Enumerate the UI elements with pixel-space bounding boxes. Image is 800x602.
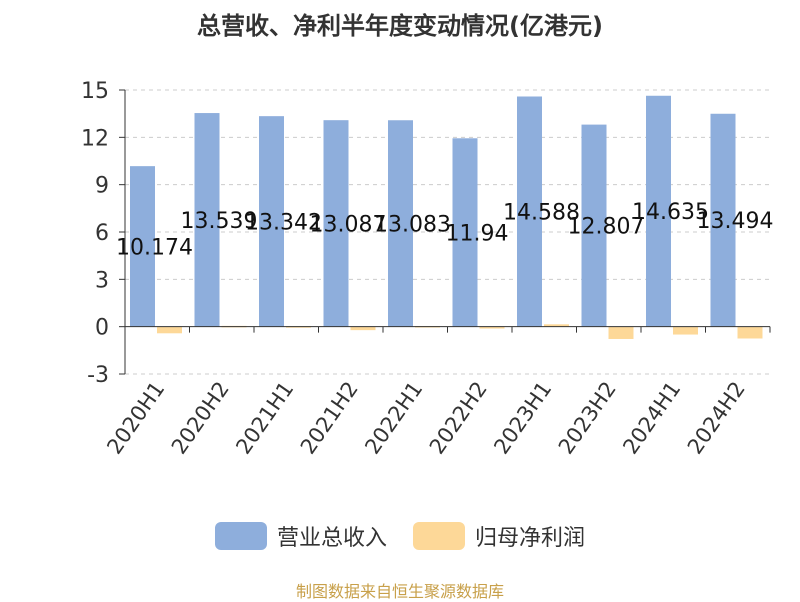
x-tick-label: 2024H1 [618, 377, 685, 458]
bar-revenue [130, 166, 155, 327]
x-tick-label: 2020H2 [167, 377, 234, 458]
y-tick-label: 9 [95, 174, 109, 199]
y-tick-label: 12 [81, 126, 109, 151]
bar-revenue [710, 113, 736, 327]
y-tick-label: 15 [81, 79, 109, 104]
data-label: 12.807 [568, 215, 645, 240]
data-label: 13.083 [374, 212, 451, 237]
x-tick-label: 2020H1 [102, 377, 169, 458]
data-label: 13.087 [310, 212, 387, 237]
data-label: 10.174 [116, 235, 193, 260]
x-tick-label: 2023H1 [489, 377, 556, 458]
bar-revenue [646, 95, 671, 327]
x-tick-label: 2021H2 [296, 377, 363, 458]
bar-net-profit [673, 326, 698, 335]
legend-label-net-profit: 归母净利润 [475, 526, 586, 551]
bar-revenue [452, 138, 478, 327]
data-label: 11.94 [446, 221, 509, 246]
x-tick-label: 2021H1 [231, 377, 298, 458]
source-note: 制图数据来自恒生聚源数据库 [295, 582, 504, 601]
legend: 营业总收入 归母净利润 [0, 520, 800, 552]
data-label: 14.635 [632, 200, 709, 225]
bar-revenue [388, 120, 413, 327]
legend-swatch-revenue [214, 522, 267, 550]
x-tick-label: 2022H1 [360, 377, 427, 458]
y-tick-label: -3 [87, 363, 109, 388]
bar-net-profit [544, 324, 569, 327]
x-tick-label: 2024H2 [683, 377, 750, 458]
x-tick-label: 2023H2 [554, 377, 621, 458]
legend-label-revenue: 营业总收入 [276, 526, 387, 551]
bar-revenue [581, 124, 607, 327]
bar-net-profit [350, 326, 376, 331]
data-label: 13.342 [245, 210, 322, 235]
bar-revenue [194, 113, 220, 327]
data-label: 13.539 [181, 209, 258, 234]
bar-net-profit [737, 326, 763, 339]
legend-item-revenue[interactable]: 营业总收入 [214, 520, 387, 552]
bar-revenue [259, 116, 284, 327]
bar-revenue [517, 96, 542, 327]
chart-title: 总营收、净利半年度变动情况(亿港元) [197, 12, 603, 40]
y-tick-label: 0 [95, 316, 109, 341]
bar-net-profit [157, 326, 182, 334]
data-label: 14.588 [503, 201, 580, 226]
legend-swatch-net-profit [413, 522, 465, 550]
y-tick-label: 6 [95, 221, 109, 246]
data-label: 13.494 [697, 209, 774, 234]
legend-item-net-profit[interactable]: 归母净利润 [413, 520, 585, 552]
y-tick-label: 3 [95, 268, 109, 293]
x-tick-label: 2022H2 [425, 377, 492, 458]
bar-net-profit [479, 326, 505, 329]
bar-net-profit [608, 326, 634, 339]
bar-revenue [323, 120, 349, 327]
